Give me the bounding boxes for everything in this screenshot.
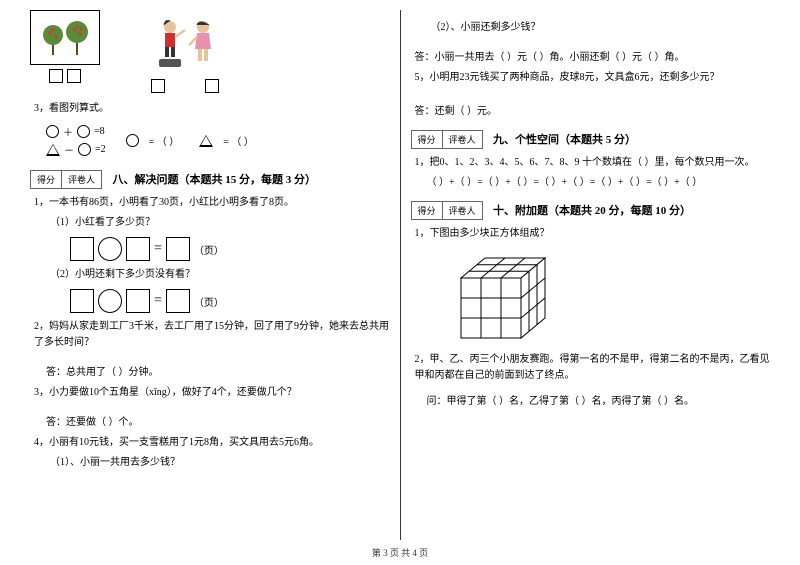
answer-box[interactable] bbox=[70, 237, 94, 261]
answer-box[interactable] bbox=[166, 237, 190, 261]
score-col: 得分 bbox=[412, 202, 443, 219]
section-8-header: 得分 评卷人 八、解决问题（本题共 15 分，每题 3 分） bbox=[30, 170, 390, 189]
eq-row-3: = （ ） bbox=[126, 133, 180, 148]
answer-box[interactable] bbox=[49, 69, 63, 83]
children-icon bbox=[145, 15, 225, 75]
unit-text: （页） bbox=[194, 242, 224, 257]
section-8-title: 八、解决问题（本题共 15 分，每题 3 分） bbox=[113, 174, 317, 186]
cube-icon bbox=[441, 248, 551, 343]
answer-box[interactable] bbox=[70, 289, 94, 313]
eq-boxes-1: = （页） bbox=[70, 237, 390, 261]
illustrations-row bbox=[30, 10, 390, 93]
circle-icon bbox=[126, 134, 139, 147]
eq-boxes-2: = （页） bbox=[70, 289, 390, 313]
problem-2-ans: 答：总共用了（ ）分钟。 bbox=[46, 365, 390, 381]
tree-group bbox=[30, 10, 100, 93]
answer-box[interactable] bbox=[151, 79, 165, 93]
section-9-header: 得分 评卷人 九、个性空间（本题共 5 分） bbox=[411, 130, 771, 149]
circle-icon bbox=[46, 125, 59, 138]
equals-text: = bbox=[154, 293, 162, 309]
problem-10-1: 1，下图由多少块正方体组成？ bbox=[415, 226, 771, 242]
problem-5: 5，小明用23元钱买了两种商品，皮球8元，文具盒6元，还剩多少元？ bbox=[415, 70, 771, 86]
problem-3: 3，小力要做10个五角星（xīng），做好了4个，还要做几个？ bbox=[34, 385, 390, 401]
circle-icon bbox=[78, 143, 91, 156]
section-10-title: 十、附加题（本题共 20 分，每题 10 分） bbox=[493, 205, 691, 217]
problem-2: 2，妈妈从家走到工厂3千米，去工厂用了15分钟，回了用了9分钟，她来去总共用了多… bbox=[34, 319, 390, 351]
answer-box[interactable] bbox=[126, 237, 150, 261]
problem-10-2q: 问：甲得了第（ ）名，乙得了第（ ）名，丙得了第（ ）名。 bbox=[427, 394, 771, 410]
score-col: 得分 bbox=[412, 131, 443, 148]
tree-answer-boxes bbox=[49, 69, 81, 83]
tree-illustration bbox=[30, 10, 100, 65]
children-illustration bbox=[140, 10, 230, 75]
score-box: 得分 评卷人 bbox=[411, 201, 483, 220]
left-column: 3，看图列算式。 ＋ =8 － =2 = （ ） = （ ） 得分 评卷人 bbox=[20, 10, 400, 540]
eq-row-4: = （ ） bbox=[199, 133, 254, 148]
children-answer-boxes bbox=[151, 79, 219, 93]
page-columns: 3，看图列算式。 ＋ =8 － =2 = （ ） = （ ） 得分 评卷人 bbox=[0, 0, 800, 540]
eq-blank: = （ ） bbox=[223, 133, 254, 148]
score-col: 评卷人 bbox=[443, 131, 482, 148]
problem-9-1: 1，把0、1、2、3、4、5、6、7、8、9 十个数填在（ ）里，每个数只用一次… bbox=[415, 155, 771, 171]
minus-text: － bbox=[64, 142, 74, 157]
shape-equations: ＋ =8 － =2 = （ ） = （ ） bbox=[46, 121, 390, 160]
problem-1-2: （2）小明还剩下多少页没有看？ bbox=[50, 267, 390, 283]
score-col: 得分 bbox=[31, 171, 62, 188]
eq-row-2: － =2 bbox=[46, 142, 106, 157]
problem-5-ans: 答：还剩（ ）元。 bbox=[415, 104, 771, 120]
answer-box[interactable] bbox=[166, 289, 190, 313]
circle-icon bbox=[77, 125, 90, 138]
problem-4-2: （2）、小丽还剩多少钱？ bbox=[431, 20, 771, 36]
problem-1-1: （1）小红看了多少页？ bbox=[50, 215, 390, 231]
answer-box[interactable] bbox=[126, 289, 150, 313]
score-box: 得分 评卷人 bbox=[411, 130, 483, 149]
problem-10-2: 2，甲、乙、丙三个小朋友赛跑。得第一名的不是甲，得第二名的不是丙，乙看见甲和丙都… bbox=[415, 352, 771, 384]
cube-figure bbox=[441, 248, 771, 346]
triangle-icon bbox=[199, 135, 213, 147]
problem-4-ans: 答：小丽一共用去（ ）元（ ）角。小丽还剩（ ）元（ ）角。 bbox=[415, 50, 771, 66]
problem-3-ans: 答：还要做（ ）个。 bbox=[46, 415, 390, 431]
children-group bbox=[140, 10, 230, 93]
answer-box[interactable] bbox=[205, 79, 219, 93]
eq-blank: = （ ） bbox=[149, 133, 180, 148]
problem-4: 4，小丽有10元钱，买一支雪糕用了1元8角，买文具用去5元6角。 bbox=[34, 435, 390, 451]
problem-9-eq: （ ）+（ ）=（ ）+（ ）=（ ）+（ ）=（ ）+（ ）=（ ）+（ ） bbox=[427, 175, 771, 191]
triangle-icon bbox=[46, 144, 60, 156]
right-column: （2）、小丽还剩多少钱？ 答：小丽一共用去（ ）元（ ）角。小丽还剩（ ）元（ … bbox=[401, 10, 781, 540]
eq-row-1: ＋ =8 bbox=[46, 124, 106, 139]
tree-icon bbox=[35, 15, 95, 60]
score-col: 评卷人 bbox=[62, 171, 101, 188]
equals-text: = bbox=[154, 241, 162, 257]
answer-box[interactable] bbox=[67, 69, 81, 83]
section-9-title: 九、个性空间（本题共 5 分） bbox=[493, 134, 636, 146]
q3-label: 3，看图列算式。 bbox=[34, 101, 390, 117]
unit-text: （页） bbox=[194, 294, 224, 309]
shape-eq-left: ＋ =8 － =2 bbox=[46, 121, 106, 160]
plus-text: ＋ bbox=[63, 124, 73, 139]
answer-circle[interactable] bbox=[98, 289, 122, 313]
problem-1: 1，一本书有86页，小明看了30页，小红比小明多看了8页。 bbox=[34, 195, 390, 211]
problem-4-1: （1）、小丽一共用去多少钱？ bbox=[50, 455, 390, 471]
answer-circle[interactable] bbox=[98, 237, 122, 261]
score-col: 评卷人 bbox=[443, 202, 482, 219]
section-10-header: 得分 评卷人 十、附加题（本题共 20 分，每题 10 分） bbox=[411, 201, 771, 220]
score-box: 得分 评卷人 bbox=[30, 170, 102, 189]
eq-rhs: =2 bbox=[95, 144, 106, 155]
eq-rhs: =8 bbox=[94, 126, 105, 137]
page-footer: 第 3 页 共 4 页 bbox=[0, 546, 800, 559]
